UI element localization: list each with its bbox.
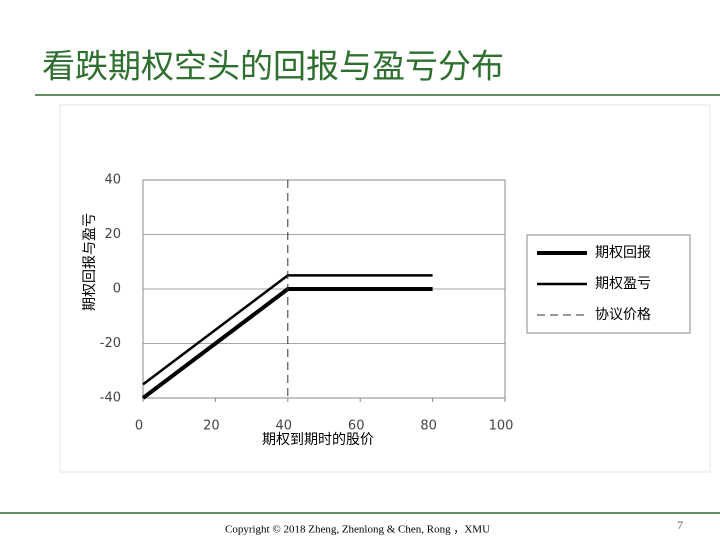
y-tick-label: 40 [104,173,121,188]
y-tick-label: 0 [113,282,121,297]
y-tick-label: -20 [100,336,121,351]
y-tick-label: 20 [104,227,121,242]
legend-label: 期权盈亏 [595,276,651,292]
x-tick-label: 20 [203,419,220,434]
slide-title: 看跌期权空头的回报与盈亏分布 [42,47,504,86]
x-tick-label: 60 [348,419,365,434]
y-tick-label: -40 [100,391,121,406]
y-axis-label: 期权回报与盈亏 [82,213,98,311]
x-tick-label: 0 [135,419,143,434]
x-tick-label: 100 [489,419,514,434]
footer: Copyright © 2018 Zheng, Zhenlong & Chen,… [225,524,490,536]
legend-label: 协议价格 [595,307,651,323]
page-number: 7 [677,518,683,532]
x-tick-label: 40 [276,419,293,434]
x-axis-label: 期权到期时的股价 [262,432,374,448]
legend-label: 期权回报 [595,245,651,261]
x-tick-label: 80 [420,419,437,434]
